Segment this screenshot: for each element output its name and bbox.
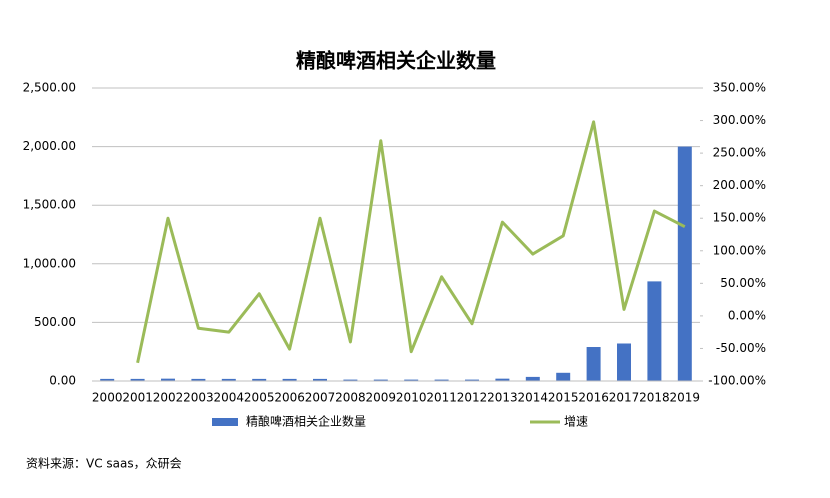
y2-tick-label: 200.00% [713,178,766,192]
bar [221,378,236,381]
x-tick-label: 2018 [639,391,670,405]
bar [313,378,327,381]
bar [525,376,540,381]
y2-tick-label: 350.00% [713,81,766,95]
x-tick-label: 2001 [122,391,153,405]
y2-tick-label: 50.00% [720,276,766,290]
bar [617,343,631,381]
bar [252,378,267,381]
bar [343,379,358,381]
x-tick-label: 2006 [274,391,305,405]
x-tick-label: 2017 [609,391,640,405]
bar [465,379,479,381]
y-tick-label: 2,000.00 [23,139,76,153]
y2-tick-label: -100.00% [708,374,766,388]
x-tick-label: 2010 [396,391,427,405]
y2-tick-label: 300.00% [713,113,766,127]
y-tick-label: 1,000.00 [23,256,76,270]
x-tick-label: 2012 [457,391,488,405]
bar [130,378,145,381]
x-tick-label: 2016 [578,391,609,405]
bar [556,372,571,381]
y2-tick-label: 0.00% [728,308,766,322]
chart-title: 精酿啤酒相关企业数量 [296,49,496,73]
bar [434,379,449,381]
x-tick-label: 2002 [153,391,184,405]
x-tick-label: 2007 [305,391,336,405]
x-tick-label: 2013 [487,391,518,405]
legend-label: 精酿啤酒相关企业数量 [246,414,366,429]
bar [100,378,115,381]
x-tick-label: 2014 [518,391,549,405]
y2-tick-label: -50.00% [716,341,766,355]
bar [404,379,419,381]
x-tick-label: 2019 [670,391,701,405]
x-tick-label: 2003 [183,391,214,405]
x-tick-label: 2005 [244,391,275,405]
bar [677,146,692,381]
line [136,120,686,364]
bar [373,379,388,381]
bar [647,281,662,381]
x-tick-label: 2011 [426,391,457,405]
bar [495,378,510,381]
y2-tick-label: 250.00% [713,146,766,160]
legend-label: 增速 [564,415,588,429]
source-note: 资料来源：VC saas，众研会 [26,457,182,471]
x-tick-label: 2004 [214,391,245,405]
legend-swatch [212,418,238,426]
bar [282,378,297,381]
y2-tick-label: 150.00% [713,211,766,225]
bar [191,378,206,381]
x-tick-label: 2000 [92,391,123,405]
y-tick-label: 0.00 [49,374,76,388]
x-tick-label: 2015 [548,391,579,405]
y-tick-label: 2,500.00 [23,81,76,95]
x-tick-label: 2009 [366,391,397,405]
bar [161,378,175,381]
y-tick-label: 1,500.00 [23,198,76,212]
x-tick-label: 2008 [335,391,366,405]
y2-tick-label: 100.00% [713,243,766,257]
bar [586,347,601,381]
y-tick-label: 500.00 [34,315,76,329]
